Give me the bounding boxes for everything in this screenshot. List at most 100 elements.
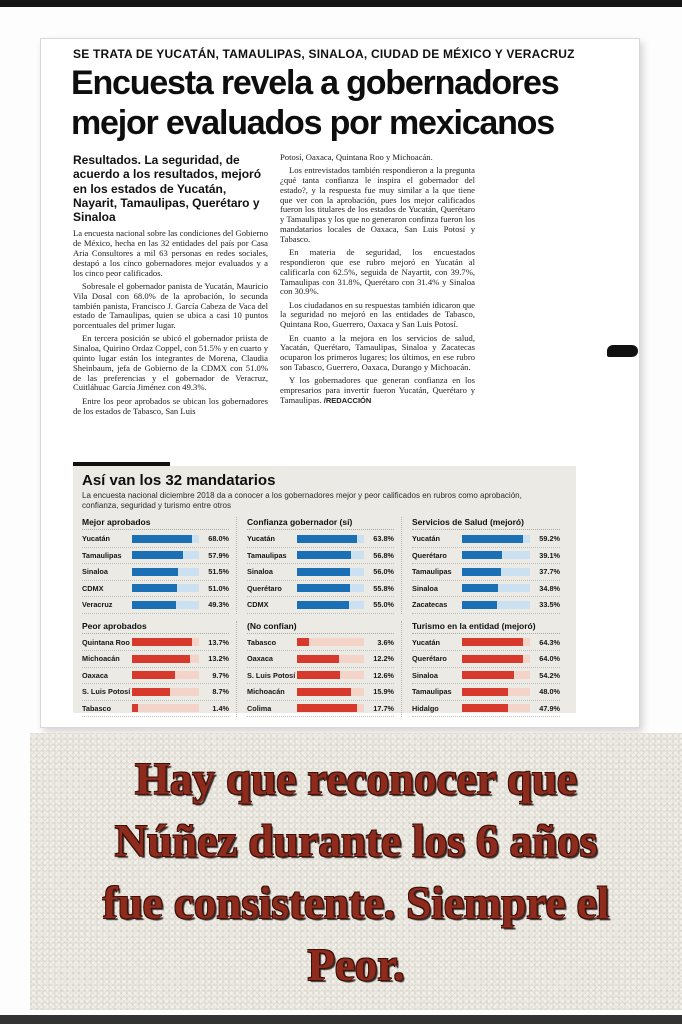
bar-row: Colima 17.7%: [247, 701, 394, 718]
article-paragraph: Los ciudadanos en su respuestas también …: [280, 299, 475, 330]
bar-fill: [462, 638, 524, 647]
lead-text: La seguridad, de acuerdo a los resultado…: [73, 153, 262, 225]
article-paragraph: En materia de seguridad, los encuestados…: [280, 247, 475, 297]
bar-row: Tamaulipas 37.7%: [412, 564, 560, 581]
bar-track: [297, 584, 364, 593]
bar-category-label: Sinaloa: [247, 567, 273, 577]
bar-category-label: Yucatán: [247, 534, 275, 544]
article-column-right: Potosí, Oaxaca, Quintana Roo y Michoacán…: [280, 152, 475, 420]
bar-category-label: Sinaloa: [412, 670, 438, 680]
bar-track: [132, 534, 199, 543]
article-paragraph: Sobresale el gobernador panista de Yucat…: [73, 280, 268, 331]
bar-track: [462, 671, 530, 680]
infographic-title: Así van los 32 mandatarios: [82, 472, 276, 489]
bar-row: Oaxaca 9.7%: [82, 668, 229, 685]
bar-value: 1.4%: [212, 703, 229, 713]
bar-track: [132, 671, 199, 680]
bar-category-label: S. Luis Potosí: [247, 670, 296, 680]
bar-row: Zacatecas 33.5%: [412, 597, 560, 614]
bar-row: Yucatán 59.2%: [412, 531, 560, 548]
bar-fill: [297, 567, 350, 576]
bar-category-label: Michoacán: [247, 687, 285, 697]
bar-fill: [462, 567, 501, 576]
bar-fill: [132, 671, 175, 680]
bar-row: Yucatán 63.8%: [247, 531, 394, 548]
infographic-rule: [73, 462, 170, 466]
bar-value: 13.2%: [208, 654, 229, 664]
bar-track: [462, 600, 530, 609]
bar-track: [297, 600, 364, 609]
bar-category-label: Sinaloa: [82, 567, 108, 577]
headline-line-1: Encuesta revela a gobernadores: [71, 64, 560, 102]
quote-line: Núñez durante los 6 años: [114, 815, 598, 866]
bar-fill: [132, 534, 193, 543]
bar-value: 15.9%: [373, 687, 394, 697]
bar-fill: [297, 638, 310, 647]
bar-row: Querétaro 64.0%: [412, 651, 560, 668]
bar-row: CDMX 55.0%: [247, 597, 394, 614]
bar-value: 37.7%: [539, 567, 560, 577]
article-paragraph: En tercera posición se ubicó el gobernad…: [73, 333, 268, 393]
bar-fill: [462, 600, 497, 609]
bar-fill: [297, 551, 351, 560]
quote-line: Peor.: [307, 939, 405, 990]
bar-category-label: Michoacán: [82, 654, 120, 664]
article-paragraph: Y los gobernadores que generan confianza…: [280, 375, 475, 405]
bar-fill: [297, 584, 350, 593]
bar-category-label: Quintana Roo: [82, 637, 130, 647]
bar-value: 8.7%: [212, 687, 229, 697]
byline: /REDACCIÓN: [323, 395, 372, 405]
bar-value: 39.1%: [539, 550, 560, 560]
bar-category-label: CDMX: [82, 583, 104, 593]
bar-track: [462, 534, 530, 543]
bar-row: Veracruz 49.3%: [82, 597, 229, 614]
top-border-bar: [0, 0, 682, 7]
chart-panel: Mejor aprobados Yucatán 68.0% Tamaulipas 57.…: [82, 517, 237, 614]
bar-row: Michoacán 15.9%: [247, 684, 394, 701]
bar-row: Oaxaca 12.2%: [247, 651, 394, 668]
bar-row: Tamaulipas 57.9%: [82, 548, 229, 565]
bar-fill: [297, 600, 349, 609]
chart-panel: (No confían) Tabasco 3.6% Oaxaca 12.2% S. Lui…: [247, 620, 402, 718]
bar-fill: [297, 704, 358, 713]
bar-fill: [297, 687, 352, 696]
bar-row: Tabasco 1.4%: [82, 701, 229, 718]
bar-category-label: Colima: [247, 703, 272, 713]
bar-row: Tabasco 3.6%: [247, 635, 394, 652]
bar-fill: [462, 584, 498, 593]
kicker: SE TRATA DE YUCATÁN, TAMAULIPAS, SINALOA…: [73, 47, 575, 61]
bar-category-label: Tamaulipas: [412, 687, 452, 697]
bar-value: 64.3%: [539, 637, 560, 647]
bar-value: 49.3%: [208, 600, 229, 610]
bar-row: Quintana Roo 13.7%: [82, 635, 229, 652]
bar-row: CDMX 51.0%: [82, 581, 229, 598]
bottom-border-bar: [0, 1015, 682, 1024]
bar-row: Sinaloa 54.2%: [412, 668, 560, 685]
bar-fill: [297, 671, 340, 680]
bar-value: 47.9%: [539, 703, 560, 713]
bar-value: 12.2%: [373, 654, 394, 664]
bar-category-label: Hidalgo: [412, 703, 439, 713]
bar-fill: [462, 704, 508, 713]
lead-label: Resultados.: [73, 153, 142, 167]
bar-category-label: Tabasco: [82, 703, 112, 713]
bar-track: [462, 704, 530, 713]
bar-value: 57.9%: [208, 550, 229, 560]
article-body: Resultados. La seguridad, de acuerdo a l…: [73, 152, 475, 420]
bar-track: [462, 687, 530, 696]
bar-value: 56.0%: [373, 567, 394, 577]
chart-panel-title: Servicios de Salud (mejoró): [412, 517, 560, 531]
article-column-left: Resultados. La seguridad, de acuerdo a l…: [73, 153, 268, 420]
bar-category-label: Veracruz: [82, 600, 113, 610]
bar-row: Sinaloa 51.5%: [82, 564, 229, 581]
bar-row: Sinaloa 34.8%: [412, 581, 560, 598]
bar-value: 59.2%: [539, 534, 560, 544]
bar-fill: [462, 534, 524, 543]
bar-fill: [462, 551, 503, 560]
bar-value: 17.7%: [373, 703, 394, 713]
chart-panel: Confianza gobernador (sí) Yucatán 63.8% Tam…: [247, 517, 402, 614]
bar-track: [132, 600, 199, 609]
bar-track: [462, 567, 530, 576]
bar-row: Sinaloa 56.0%: [247, 564, 394, 581]
bar-value: 51.0%: [208, 583, 229, 593]
